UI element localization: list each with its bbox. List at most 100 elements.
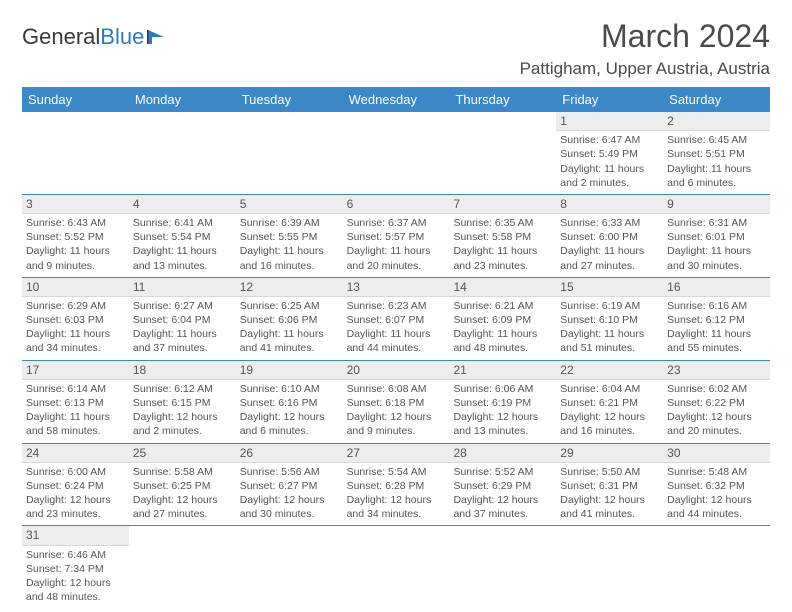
page-header: GeneralBlue March 2024 Pattigham, Upper …	[22, 18, 770, 79]
sunset-text: Sunset: 6:12 PM	[667, 313, 766, 327]
day-number: 24	[22, 444, 129, 463]
calendar: Sunday Monday Tuesday Wednesday Thursday…	[22, 87, 770, 608]
sunrise-text: Sunrise: 6:14 AM	[26, 382, 125, 396]
daylight-text: and 30 minutes.	[240, 507, 339, 521]
daylight-text: Daylight: 12 hours	[26, 576, 125, 590]
weekday-header: Thursday	[449, 87, 556, 112]
weekday-header: Sunday	[22, 87, 129, 112]
calendar-day: 29Sunrise: 5:50 AMSunset: 6:31 PMDayligh…	[556, 444, 663, 526]
daylight-text: Daylight: 12 hours	[560, 493, 659, 507]
calendar-day: 5Sunrise: 6:39 AMSunset: 5:55 PMDaylight…	[236, 195, 343, 277]
calendar-day: 18 Sunrise: 6:12 AMSunset: 6:15 PMDayligh…	[129, 361, 236, 443]
sunrise-text: Sunrise: 6:08 AM	[347, 382, 446, 396]
daylight-text: and 13 minutes.	[133, 259, 232, 273]
calendar-day: 6Sunrise: 6:37 AMSunset: 5:57 PMDaylight…	[343, 195, 450, 277]
daylight-text: and 41 minutes.	[240, 341, 339, 355]
daylight-text: and 16 minutes.	[560, 424, 659, 438]
daylight-text: Daylight: 12 hours	[26, 493, 125, 507]
sunrise-text: Sunrise: 6:41 AM	[133, 216, 232, 230]
daylight-text: Daylight: 11 hours	[347, 244, 446, 258]
daylight-text: Daylight: 12 hours	[133, 410, 232, 424]
day-number: 4	[129, 195, 236, 214]
sunset-text: Sunset: 6:22 PM	[667, 396, 766, 410]
sunset-text: Sunset: 6:18 PM	[347, 396, 446, 410]
location-text: Pattigham, Upper Austria, Austria	[520, 59, 770, 79]
day-number: 12	[236, 278, 343, 297]
sunset-text: Sunset: 5:51 PM	[667, 147, 766, 161]
sunset-text: Sunset: 6:15 PM	[133, 396, 232, 410]
sunrise-text: Sunrise: 6:45 AM	[667, 133, 766, 147]
daylight-text: and 13 minutes.	[453, 424, 552, 438]
daylight-text: and 58 minutes.	[26, 424, 125, 438]
day-number: 19	[236, 361, 343, 380]
calendar-day: 2Sunrise: 6:45 AMSunset: 5:51 PMDaylight…	[663, 112, 770, 194]
daylight-text: Daylight: 12 hours	[347, 493, 446, 507]
calendar-week: 31Sunrise: 6:46 AMSunset: 7:34 PMDayligh…	[22, 526, 770, 608]
daylight-text: and 30 minutes.	[667, 259, 766, 273]
calendar-day-empty	[343, 112, 450, 194]
daylight-text: Daylight: 11 hours	[667, 244, 766, 258]
daylight-text: and 2 minutes.	[560, 176, 659, 190]
sunset-text: Sunset: 6:13 PM	[26, 396, 125, 410]
day-number: 31	[22, 526, 129, 545]
daylight-text: and 20 minutes.	[667, 424, 766, 438]
daylight-text: Daylight: 12 hours	[667, 410, 766, 424]
day-number: 8	[556, 195, 663, 214]
daylight-text: Daylight: 11 hours	[453, 244, 552, 258]
calendar-day-empty	[236, 526, 343, 608]
calendar-day: 31Sunrise: 6:46 AMSunset: 7:34 PMDayligh…	[22, 526, 129, 608]
daylight-text: Daylight: 12 hours	[453, 493, 552, 507]
calendar-day: 22Sunrise: 6:04 AMSunset: 6:21 PMDayligh…	[556, 361, 663, 443]
sunrise-text: Sunrise: 5:52 AM	[453, 465, 552, 479]
sunrise-text: Sunrise: 6:39 AM	[240, 216, 339, 230]
daylight-text: Daylight: 12 hours	[453, 410, 552, 424]
sunrise-text: Sunrise: 5:58 AM	[133, 465, 232, 479]
daylight-text: Daylight: 11 hours	[26, 244, 125, 258]
calendar-day: 21Sunrise: 6:06 AMSunset: 6:19 PMDayligh…	[449, 361, 556, 443]
sunrise-text: Sunrise: 5:48 AM	[667, 465, 766, 479]
daylight-text: and 20 minutes.	[347, 259, 446, 273]
calendar-day: 20Sunrise: 6:08 AMSunset: 6:18 PMDayligh…	[343, 361, 450, 443]
daylight-text: Daylight: 11 hours	[667, 162, 766, 176]
weekday-header: Monday	[129, 87, 236, 112]
daylight-text: and 51 minutes.	[560, 341, 659, 355]
daylight-text: and 23 minutes.	[453, 259, 552, 273]
day-number: 16	[663, 278, 770, 297]
calendar-day: 1Sunrise: 6:47 AMSunset: 5:49 PMDaylight…	[556, 112, 663, 194]
calendar-week: 10Sunrise: 6:29 AMSunset: 6:03 PMDayligh…	[22, 278, 770, 361]
daylight-text: Daylight: 12 hours	[133, 493, 232, 507]
sunrise-text: Sunrise: 5:56 AM	[240, 465, 339, 479]
day-number: 27	[343, 444, 450, 463]
daylight-text: and 44 minutes.	[667, 507, 766, 521]
calendar-day-empty	[556, 526, 663, 608]
sunrise-text: Sunrise: 6:06 AM	[453, 382, 552, 396]
calendar-day: 30Sunrise: 5:48 AMSunset: 6:32 PMDayligh…	[663, 444, 770, 526]
sunrise-text: Sunrise: 6:12 AM	[133, 382, 232, 396]
sunrise-text: Sunrise: 5:50 AM	[560, 465, 659, 479]
logo-flag-icon	[146, 28, 168, 46]
day-number: 18	[129, 361, 236, 380]
weekday-header: Wednesday	[343, 87, 450, 112]
daylight-text: and 48 minutes.	[26, 590, 125, 604]
sunset-text: Sunset: 6:03 PM	[26, 313, 125, 327]
calendar-day: 12Sunrise: 6:25 AMSunset: 6:06 PMDayligh…	[236, 278, 343, 360]
sunrise-text: Sunrise: 6:23 AM	[347, 299, 446, 313]
sunset-text: Sunset: 6:10 PM	[560, 313, 659, 327]
calendar-week: 1Sunrise: 6:47 AMSunset: 5:49 PMDaylight…	[22, 112, 770, 195]
calendar-day: 23Sunrise: 6:02 AMSunset: 6:22 PMDayligh…	[663, 361, 770, 443]
month-title: March 2024	[520, 18, 770, 55]
daylight-text: and 6 minutes.	[240, 424, 339, 438]
daylight-text: Daylight: 12 hours	[560, 410, 659, 424]
weekday-header: Saturday	[663, 87, 770, 112]
calendar-day-empty	[22, 112, 129, 194]
sunrise-text: Sunrise: 6:21 AM	[453, 299, 552, 313]
sunset-text: Sunset: 6:04 PM	[133, 313, 232, 327]
sunrise-text: Sunrise: 6:43 AM	[26, 216, 125, 230]
sunrise-text: Sunrise: 6:04 AM	[560, 382, 659, 396]
sunrise-text: Sunrise: 5:54 AM	[347, 465, 446, 479]
day-number: 14	[449, 278, 556, 297]
day-number: 3	[22, 195, 129, 214]
day-number: 26	[236, 444, 343, 463]
day-number: 13	[343, 278, 450, 297]
day-number: 6	[343, 195, 450, 214]
